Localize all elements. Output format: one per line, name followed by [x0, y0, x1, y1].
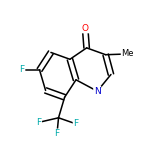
Text: O: O	[82, 24, 89, 33]
Text: Me: Me	[121, 49, 134, 59]
Text: F: F	[73, 119, 79, 128]
Text: F: F	[19, 65, 25, 74]
Text: F: F	[36, 118, 41, 127]
Text: F: F	[54, 129, 60, 138]
Text: N: N	[94, 87, 101, 96]
